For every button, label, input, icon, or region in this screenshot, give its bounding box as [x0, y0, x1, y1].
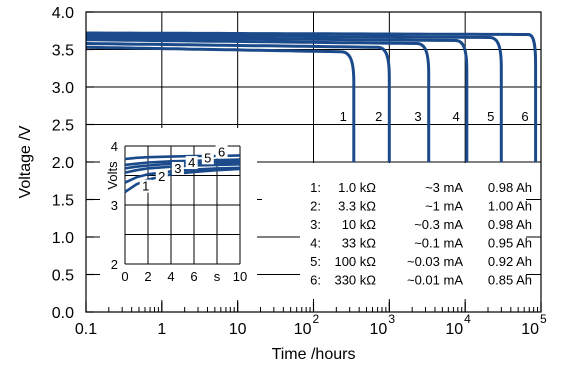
- inset-label-bg: [201, 151, 214, 165]
- curve-label-3: 3: [414, 109, 421, 124]
- x-tick-label-base: 10: [294, 321, 312, 338]
- inset-y-tick-label: 2: [111, 257, 118, 272]
- inset-curve-label-3: 3: [174, 161, 181, 176]
- curve-4: [85, 36, 469, 162]
- main-axes: 0.00.51.01.52.02.53.03.54.00.1 1 10 1021031…: [17, 5, 547, 363]
- inset-label-bg: [171, 161, 184, 175]
- legend-resistance: 1.0 kΩ: [338, 180, 376, 195]
- inset-label-bg: [185, 156, 198, 170]
- x-axis-label: Time /hours: [272, 346, 356, 363]
- y-axis-label: Voltage /V: [17, 125, 34, 198]
- inset-x-tick-label: s: [214, 269, 221, 284]
- curve-3: [86, 38, 431, 162]
- inset-curve-label-6: 6: [218, 144, 225, 159]
- legend-resistance: 330 kΩ: [334, 273, 376, 288]
- inset-curve-label-5: 5: [204, 150, 211, 165]
- legend-resistance: 3.3 kΩ: [338, 199, 376, 214]
- legend-current: ~0.3 mA: [414, 217, 463, 232]
- inset-curve-label-4: 4: [188, 155, 195, 170]
- x-tick-label: 1: [157, 321, 166, 338]
- curve-label-2: 2: [375, 109, 382, 124]
- curve-label-1: 1: [340, 109, 347, 124]
- y-tick-label: 0.0: [52, 305, 74, 322]
- inset-curve-1: [124, 167, 241, 194]
- x-tick-label: 0.1: [75, 321, 97, 338]
- inset-y-tick-label: 4: [111, 139, 118, 154]
- y-tick-label: 2.5: [52, 118, 74, 135]
- legend-capacity: 1.00 Ah: [488, 199, 532, 214]
- y-tick-label: 1.5: [52, 193, 74, 210]
- curve-2: [85, 42, 391, 162]
- legend-capacity: 0.98 Ah: [488, 217, 532, 232]
- inset-y-tick-label: 3: [111, 198, 118, 213]
- inset-label-bg: [215, 145, 228, 159]
- inset-x-tick-label: 0: [121, 269, 128, 284]
- y-tick-label: 3.0: [52, 80, 74, 97]
- inset-curve-3: [124, 163, 241, 174]
- legend: 1: 1.0 kΩ ~3 mA 0.98 Ah 2: 3.3 kΩ ~1 mA 1.00 Ah…: [262, 163, 540, 299]
- legend-current: ~1 mA: [425, 199, 463, 214]
- legend-capacity: 0.92 Ah: [488, 254, 532, 269]
- legend-capacity: 0.98 Ah: [488, 180, 532, 195]
- y-tick-label: 4.0: [52, 5, 74, 22]
- inset-x-tick-label: 6: [190, 269, 197, 284]
- curve-label-5: 5: [487, 109, 494, 124]
- inset-x-tick-label: 10: [233, 269, 247, 284]
- curve-label-6: 6: [521, 109, 528, 124]
- legend-index: 4:: [310, 236, 321, 251]
- legend-capacity: 0.95 Ah: [488, 236, 532, 251]
- x-tick-label-exponent: 2: [313, 312, 320, 326]
- y-tick-label: 1.0: [52, 230, 74, 247]
- legend-current: ~0.1 mA: [414, 236, 463, 251]
- x-tick-label-base: 10: [370, 321, 388, 338]
- y-tick-label: 0.5: [52, 268, 74, 285]
- legend-current: ~0.01 mA: [407, 273, 463, 288]
- inset-label-bg: [139, 179, 152, 193]
- curve-1: [85, 45, 356, 162]
- legend-index: 1:: [310, 180, 321, 195]
- curve-label-4: 4: [453, 109, 460, 124]
- x-tick-label: 10: [229, 321, 247, 338]
- legend-resistance: 100 kΩ: [334, 254, 376, 269]
- x-tick-label-exponent: 3: [388, 312, 395, 326]
- y-tick-label: 2.0: [52, 155, 74, 172]
- x-tick-label-base: 10: [521, 321, 539, 338]
- x-tick-label-exponent: 4: [464, 312, 471, 326]
- inset-x-tick-label: 4: [167, 269, 174, 284]
- inset-curve-label-1: 1: [142, 179, 149, 194]
- legend-resistance: 10 kΩ: [342, 217, 377, 232]
- legend-current: ~3 mA: [425, 180, 463, 195]
- inset-x-tick-label: 2: [144, 269, 151, 284]
- y-tick-label: 3.5: [52, 43, 74, 60]
- inset-y-axis-label: Volts: [105, 161, 120, 190]
- inset-curve-5: [124, 158, 241, 167]
- inset-curve-label-2: 2: [158, 169, 165, 184]
- legend-index: 2:: [310, 199, 321, 214]
- legend-resistance: 33 kΩ: [342, 236, 377, 251]
- legend-current: ~0.03 mA: [407, 254, 463, 269]
- legend-index: 3:: [310, 217, 321, 232]
- inset-curve-4: [124, 160, 241, 170]
- legend-background: [262, 163, 540, 299]
- inset-label-bg: [155, 170, 168, 184]
- legend-index: 5:: [310, 254, 321, 269]
- legend-index: 6:: [310, 273, 321, 288]
- curve-5: [86, 33, 503, 162]
- legend-capacity: 0.85 Ah: [488, 273, 532, 288]
- x-tick-label-base: 10: [445, 321, 463, 338]
- x-tick-label-exponent: 5: [540, 312, 547, 326]
- inset-curve-2: [124, 166, 241, 184]
- curve-6: [86, 31, 538, 162]
